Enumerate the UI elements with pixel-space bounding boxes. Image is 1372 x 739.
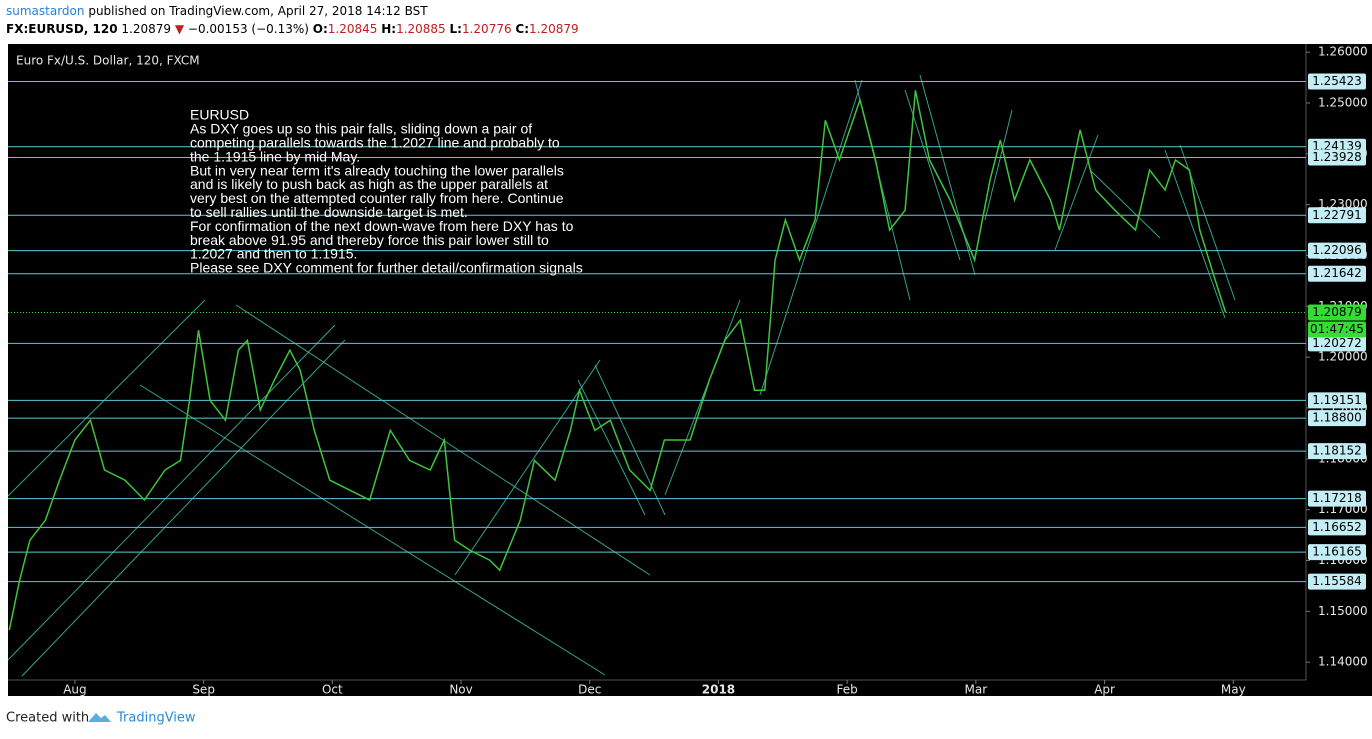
change: −0.00153 (−0.13%): [188, 22, 309, 36]
note-line: and is likely to push back as high as th…: [190, 176, 548, 192]
header-line: sumastardon published on TradingView.com…: [6, 4, 428, 18]
x-tick-label: Apr: [1094, 683, 1115, 697]
note-line: 1.2027 and then to 1.1915.: [190, 246, 357, 262]
x-tick-label: Nov: [449, 683, 472, 697]
o-label: O:: [313, 22, 328, 36]
author[interactable]: sumastardon: [6, 4, 85, 18]
channel-line: [919, 74, 976, 276]
x-tick-label: May: [1221, 683, 1246, 697]
y-tick-label: 1.26000: [1318, 45, 1368, 59]
level-tag: [1308, 265, 1366, 282]
note-line: EURUSD: [190, 107, 249, 123]
close: 1.20879: [529, 22, 579, 36]
y-tick-label: 1.15000: [1318, 604, 1368, 618]
level-tag: [1308, 410, 1366, 427]
level-label: 1.16652: [1312, 520, 1362, 534]
x-tick-label: Feb: [837, 683, 858, 697]
published: published on TradingView.com, April 27, …: [88, 4, 428, 18]
note-line: As DXY goes up so this pair falls, slidi…: [190, 121, 532, 137]
countdown: 01:47:45: [1310, 322, 1364, 336]
level-tag: [1308, 73, 1366, 90]
logo[interactable]: [88, 713, 111, 722]
channel-line: [139, 384, 606, 676]
level-label: 1.23928: [1312, 150, 1362, 164]
chart-title: Euro Fx/U.S. Dollar, 120, FXCM: [16, 54, 200, 68]
channel-line: [594, 364, 666, 516]
note-line: For confirmation of the next down-wave f…: [190, 218, 574, 234]
channel-line: [759, 79, 863, 396]
channel-line: [664, 299, 741, 496]
y-tick-label: 1.20000: [1318, 350, 1368, 364]
high: 1.20885: [396, 22, 446, 36]
footer-brand[interactable]: TradingView: [116, 711, 196, 726]
l-label: L:: [450, 22, 462, 36]
level-label: 1.19151: [1312, 393, 1362, 407]
channel-lines: [7, 74, 1236, 677]
channel-line: [577, 379, 646, 516]
note-line: very best on the attempted counter rally…: [190, 190, 564, 206]
footer-created: Created with: [6, 711, 89, 726]
level-tag: [1308, 207, 1366, 224]
level-label: 1.16165: [1312, 545, 1362, 559]
x-tick-label: Aug: [63, 683, 86, 697]
channel-line: [7, 324, 336, 661]
channel-line: [454, 359, 601, 576]
channel-line: [235, 304, 651, 576]
level-tag: [1308, 335, 1366, 352]
x-tick-label: 2018: [702, 683, 735, 697]
channel-line: [7, 299, 206, 497]
level-label: 1.22096: [1312, 243, 1362, 257]
channel-line: [1054, 134, 1099, 251]
channel-line: [904, 89, 961, 261]
price-tag: [1308, 304, 1366, 321]
level-tag: [1308, 242, 1366, 259]
level-label: 1.15584: [1312, 574, 1362, 588]
low: 1.20776: [462, 22, 512, 36]
level-label: 1.20272: [1312, 336, 1362, 350]
level-tag: [1308, 519, 1366, 536]
level-label: 1.17218: [1312, 491, 1362, 505]
channel-line: [21, 339, 346, 677]
y-tick-label: 1.25000: [1318, 95, 1368, 109]
arrow: ▼: [175, 22, 185, 36]
level-label: 1.25423: [1312, 74, 1362, 88]
note-line: the 1.1915 line by mid May.: [190, 148, 360, 164]
price-label: 1.20879: [1312, 305, 1362, 319]
level-tag: [1308, 573, 1366, 590]
channel-line: [984, 109, 1013, 221]
level-tag: [1308, 443, 1366, 460]
note-line: Please see DXY comment for further detai…: [190, 260, 583, 276]
x-tick-label: Oct: [322, 683, 343, 697]
x-tick-label: Mar: [965, 683, 988, 697]
y-tick-label: 1.14000: [1318, 655, 1368, 669]
channel-line: [1164, 149, 1226, 319]
level-label: 1.22791: [1312, 208, 1362, 222]
level-tag: [1308, 490, 1366, 507]
price-line: [8, 90, 1227, 631]
quote-line: FX:EURUSD, 120 1.20879 ▼ −0.00153 (−0.13…: [6, 22, 579, 36]
channel-line: [1089, 169, 1161, 239]
level-label: 1.18800: [1312, 411, 1362, 425]
note-line: to sell rallies until the downside targe…: [190, 204, 468, 220]
x-tick-label: Sep: [192, 683, 215, 697]
x-tick-label: Dec: [578, 683, 601, 697]
note-line: break above 91.95 and thereby force this…: [190, 232, 549, 248]
level-tag: [1308, 392, 1366, 409]
level-tag: [1308, 544, 1366, 561]
level-label: 1.21642: [1312, 266, 1362, 280]
note-line: competing parallels towards the 1.2027 l…: [190, 135, 560, 151]
symbol: FX:EURUSD, 120: [6, 22, 118, 36]
level-label: 1.18152: [1312, 444, 1362, 458]
c-label: C:: [515, 22, 529, 36]
countdown-tag: [1308, 321, 1366, 338]
h-label: H:: [381, 22, 396, 36]
open: 1.20845: [328, 22, 378, 36]
note-line: But in very near term it's already touch…: [190, 162, 564, 178]
last: 1.20879: [121, 22, 171, 36]
level-tag: [1308, 149, 1366, 166]
